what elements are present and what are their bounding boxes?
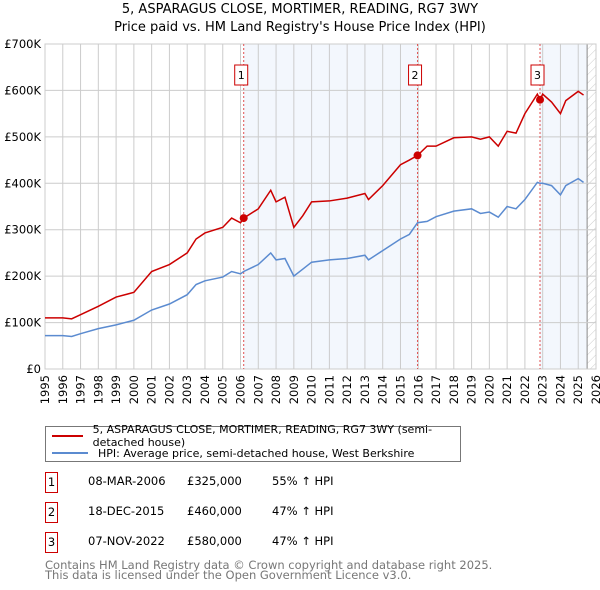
x-tick-label: 2019	[465, 375, 479, 404]
x-tick-label: 2023	[536, 375, 550, 404]
x-tick-label: 1999	[109, 375, 123, 404]
sale-marker-label: 3	[534, 69, 541, 82]
x-tick-label: 2020	[482, 375, 496, 404]
sale-date: 18-DEC-2015	[88, 504, 165, 518]
x-tick-label: 2022	[518, 375, 532, 404]
y-tick-label: £200K	[4, 269, 41, 283]
y-tick-label: £100K	[4, 316, 41, 330]
x-tick-label: 2013	[358, 375, 372, 404]
sale-marker-box	[234, 64, 249, 86]
x-tick-label: 2006	[234, 375, 248, 404]
x-tick-label: 2007	[251, 375, 265, 404]
x-tick-label: 2011	[322, 375, 336, 404]
sale-hpi-diff: 47% ↑ HPI	[272, 504, 334, 518]
x-tick-label: 2025	[571, 375, 585, 404]
sale-point	[239, 214, 248, 223]
future-hatch	[587, 44, 596, 369]
footer-line: This data is licensed under the Open Gov…	[45, 568, 412, 582]
sale-marker-box	[530, 64, 545, 86]
sale-marker-label: 3	[45, 532, 58, 553]
x-tick-label: 2021	[500, 375, 514, 404]
legend-item-hpi: HPI: Average price, semi-detached house,…	[52, 445, 414, 461]
x-tick-label: 2017	[429, 375, 443, 404]
x-tick-label: 2001	[145, 375, 159, 404]
sale-price: £580,000	[187, 534, 242, 548]
x-tick-label: 2005	[216, 375, 230, 404]
y-tick-label: £400K	[4, 176, 41, 190]
legend-label: 5, ASPARAGUS CLOSE, MORTIMER, READING, R…	[92, 423, 433, 449]
sale-price: £325,000	[187, 474, 242, 488]
x-tick-label: 2016	[411, 375, 425, 404]
x-tick-label: 2024	[553, 375, 567, 404]
y-tick-label: £300K	[4, 223, 41, 237]
property-price-line	[45, 90, 584, 320]
legend-swatch	[52, 452, 88, 454]
x-tick-label: 2026	[589, 375, 600, 404]
sale-marker-label: 2	[45, 502, 58, 523]
sale-marker-box	[408, 64, 423, 86]
hpi-line	[45, 177, 584, 338]
footer: Contains HM Land Registry data © Crown c…	[45, 558, 493, 582]
price-chart: 1995 1996 1997 1998 1999 2000 2001 2002 2003 2004…	[4, 37, 600, 404]
ownership-period-shade	[243, 44, 418, 369]
x-tick-label: 2002	[162, 375, 176, 404]
legend: 5, ASPARAGUS CLOSE, MORTIMER, READING, R…	[45, 423, 461, 462]
sale-marker-label: 1	[45, 472, 58, 493]
sale-hpi-diff: 47% ↑ HPI	[272, 534, 334, 548]
chart-title: 5, ASPARAGUS CLOSE, MORTIMER, READING, R…	[121, 2, 479, 17]
sale-marker-label: 1	[238, 69, 245, 82]
x-tick-label: 2014	[376, 375, 390, 404]
x-tick-label: 1997	[74, 375, 88, 404]
sale-price: £460,000	[187, 504, 242, 518]
legend-label: HPI: Average price, semi-detached house,…	[98, 446, 415, 460]
x-tick-label: 2012	[340, 375, 354, 404]
x-tick-label: 2000	[127, 375, 141, 404]
x-tick-label: 1995	[38, 375, 52, 404]
footer-line: Contains HM Land Registry data © Crown c…	[45, 558, 493, 572]
sale-date: 07-NOV-2022	[88, 534, 165, 548]
x-tick-label: 2015	[393, 375, 407, 404]
x-tick-label: 2003	[180, 375, 194, 404]
y-tick-label: £700K	[4, 37, 41, 51]
sale-hpi-diff: 55% ↑ HPI	[272, 474, 334, 488]
sale-marker-label: 2	[412, 69, 419, 82]
sale-date: 08-MAR-2006	[88, 474, 166, 488]
x-tick-label: 2004	[198, 375, 212, 404]
legend-swatch	[52, 435, 83, 437]
sale-point	[536, 95, 545, 104]
chart-subtitle: Price paid vs. HM Land Registry's House …	[114, 20, 486, 35]
legend-item-property: 5, ASPARAGUS CLOSE, MORTIMER, READING, R…	[52, 423, 460, 449]
sale-point	[413, 151, 422, 160]
x-tick-label: 2008	[269, 375, 283, 404]
x-tick-label: 1998	[91, 375, 105, 404]
y-tick-label: £0	[26, 362, 41, 376]
x-tick-label: 2018	[447, 375, 461, 404]
x-tick-label: 2009	[287, 375, 301, 404]
x-tick-label: 2010	[305, 375, 319, 404]
y-tick-label: £600K	[4, 83, 41, 97]
x-tick-label: 1996	[56, 375, 70, 404]
y-tick-label: £500K	[4, 130, 41, 144]
